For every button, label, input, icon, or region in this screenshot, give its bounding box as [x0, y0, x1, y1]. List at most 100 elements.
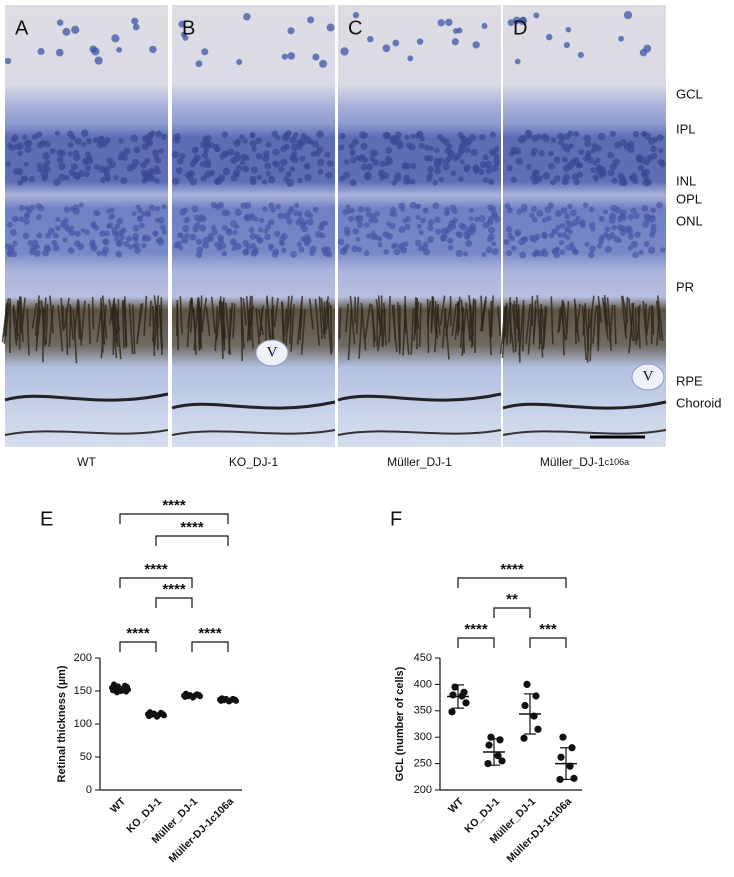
- nucleus: [577, 162, 584, 169]
- pigment-streak: [80, 300, 86, 341]
- nucleus: [414, 132, 422, 139]
- nucleus: [491, 248, 499, 256]
- nucleus: [588, 206, 595, 213]
- nucleus: [579, 219, 586, 226]
- pigment-streak: [651, 305, 655, 335]
- nucleus: [258, 227, 264, 233]
- caption-text: WT: [77, 455, 96, 469]
- significance-bracket: [119, 577, 193, 588]
- nucleus: [288, 206, 295, 212]
- nucleus: [386, 221, 392, 227]
- significance-label: ****: [126, 625, 150, 642]
- pigment-streak: [199, 307, 202, 350]
- nucleus: [140, 169, 148, 177]
- nucleus: [154, 178, 160, 184]
- nucleus: [90, 244, 98, 252]
- nucleus: [643, 240, 650, 247]
- nucleus: [641, 220, 650, 228]
- pigment-streak: [143, 295, 148, 336]
- nucleus: [37, 47, 45, 56]
- nucleus: [531, 134, 539, 142]
- nucleus: [244, 202, 252, 209]
- nucleus: [525, 163, 532, 170]
- y-axis-label: GCL (number of cells): [394, 666, 406, 781]
- nucleus: [172, 177, 180, 185]
- data-point: [448, 708, 456, 716]
- nucleus: [280, 232, 288, 240]
- nucleus: [182, 207, 188, 214]
- nucleus: [424, 144, 430, 151]
- nucleus: [27, 240, 33, 246]
- y-tick-label: 450: [414, 652, 432, 664]
- nucleus: [571, 173, 580, 181]
- nucleus: [153, 165, 160, 171]
- nucleus: [126, 164, 134, 172]
- nucleus: [485, 167, 493, 174]
- nucleus: [350, 149, 356, 155]
- pigment-streak: [286, 295, 293, 332]
- nucleus: [472, 41, 480, 49]
- pigment-streak: [153, 295, 160, 328]
- nucleus: [7, 221, 13, 228]
- nucleus: [392, 39, 400, 47]
- pigment-streak: [314, 299, 321, 346]
- pigment-streak: [338, 307, 342, 340]
- nucleus: [564, 146, 571, 153]
- nucleus: [627, 214, 635, 221]
- nucleus: [118, 138, 124, 144]
- nucleus: [368, 217, 374, 224]
- data-point: [485, 741, 493, 749]
- nucleus: [278, 165, 285, 173]
- nucleus: [568, 143, 574, 149]
- nucleus: [542, 134, 550, 143]
- nucleus: [468, 216, 474, 222]
- nucleus: [617, 172, 625, 180]
- pigment-streak: [506, 297, 512, 346]
- nucleus: [4, 57, 12, 65]
- nucleus: [85, 138, 92, 145]
- bruch-membrane: [502, 400, 667, 410]
- data-point: [462, 699, 470, 707]
- nucleus: [91, 47, 100, 56]
- nucleus: [596, 243, 603, 249]
- nucleus: [275, 134, 281, 141]
- nucleus: [367, 35, 374, 43]
- nucleus: [102, 238, 108, 244]
- nucleus: [553, 156, 561, 164]
- data-point: [557, 753, 565, 761]
- nucleus: [473, 167, 480, 174]
- nucleus: [589, 245, 597, 253]
- nucleus: [195, 251, 203, 259]
- nucleus: [23, 140, 31, 147]
- nucleus: [231, 245, 237, 252]
- layer-label: RPE: [676, 373, 703, 388]
- nucleus: [410, 133, 416, 139]
- nucleus: [364, 222, 370, 228]
- significance-label: **: [506, 591, 518, 608]
- nucleus: [132, 224, 140, 232]
- pigment-streak: [152, 305, 156, 357]
- nucleus: [386, 158, 394, 165]
- nucleus: [277, 212, 284, 219]
- y-axis-label: Retinal thickness (µm): [56, 665, 68, 782]
- nucleus: [136, 215, 144, 222]
- pigment-streak: [35, 309, 42, 342]
- nucleus: [595, 145, 602, 152]
- nucleus: [26, 207, 33, 214]
- nucleus: [171, 151, 180, 159]
- nucleus: [193, 146, 199, 152]
- pigment-streak: [418, 303, 422, 347]
- nucleus: [319, 59, 328, 68]
- pigment-streak: [34, 295, 40, 336]
- nucleus: [250, 166, 258, 174]
- nucleus: [78, 202, 84, 208]
- nucleus: [74, 230, 81, 237]
- nucleus: [551, 228, 559, 235]
- pigment-streak: [108, 299, 115, 330]
- nucleus: [459, 159, 465, 165]
- nucleus: [455, 231, 461, 237]
- caption-text: KO_DJ-1: [229, 455, 279, 469]
- nucleus: [159, 224, 166, 231]
- nucleus: [44, 140, 51, 148]
